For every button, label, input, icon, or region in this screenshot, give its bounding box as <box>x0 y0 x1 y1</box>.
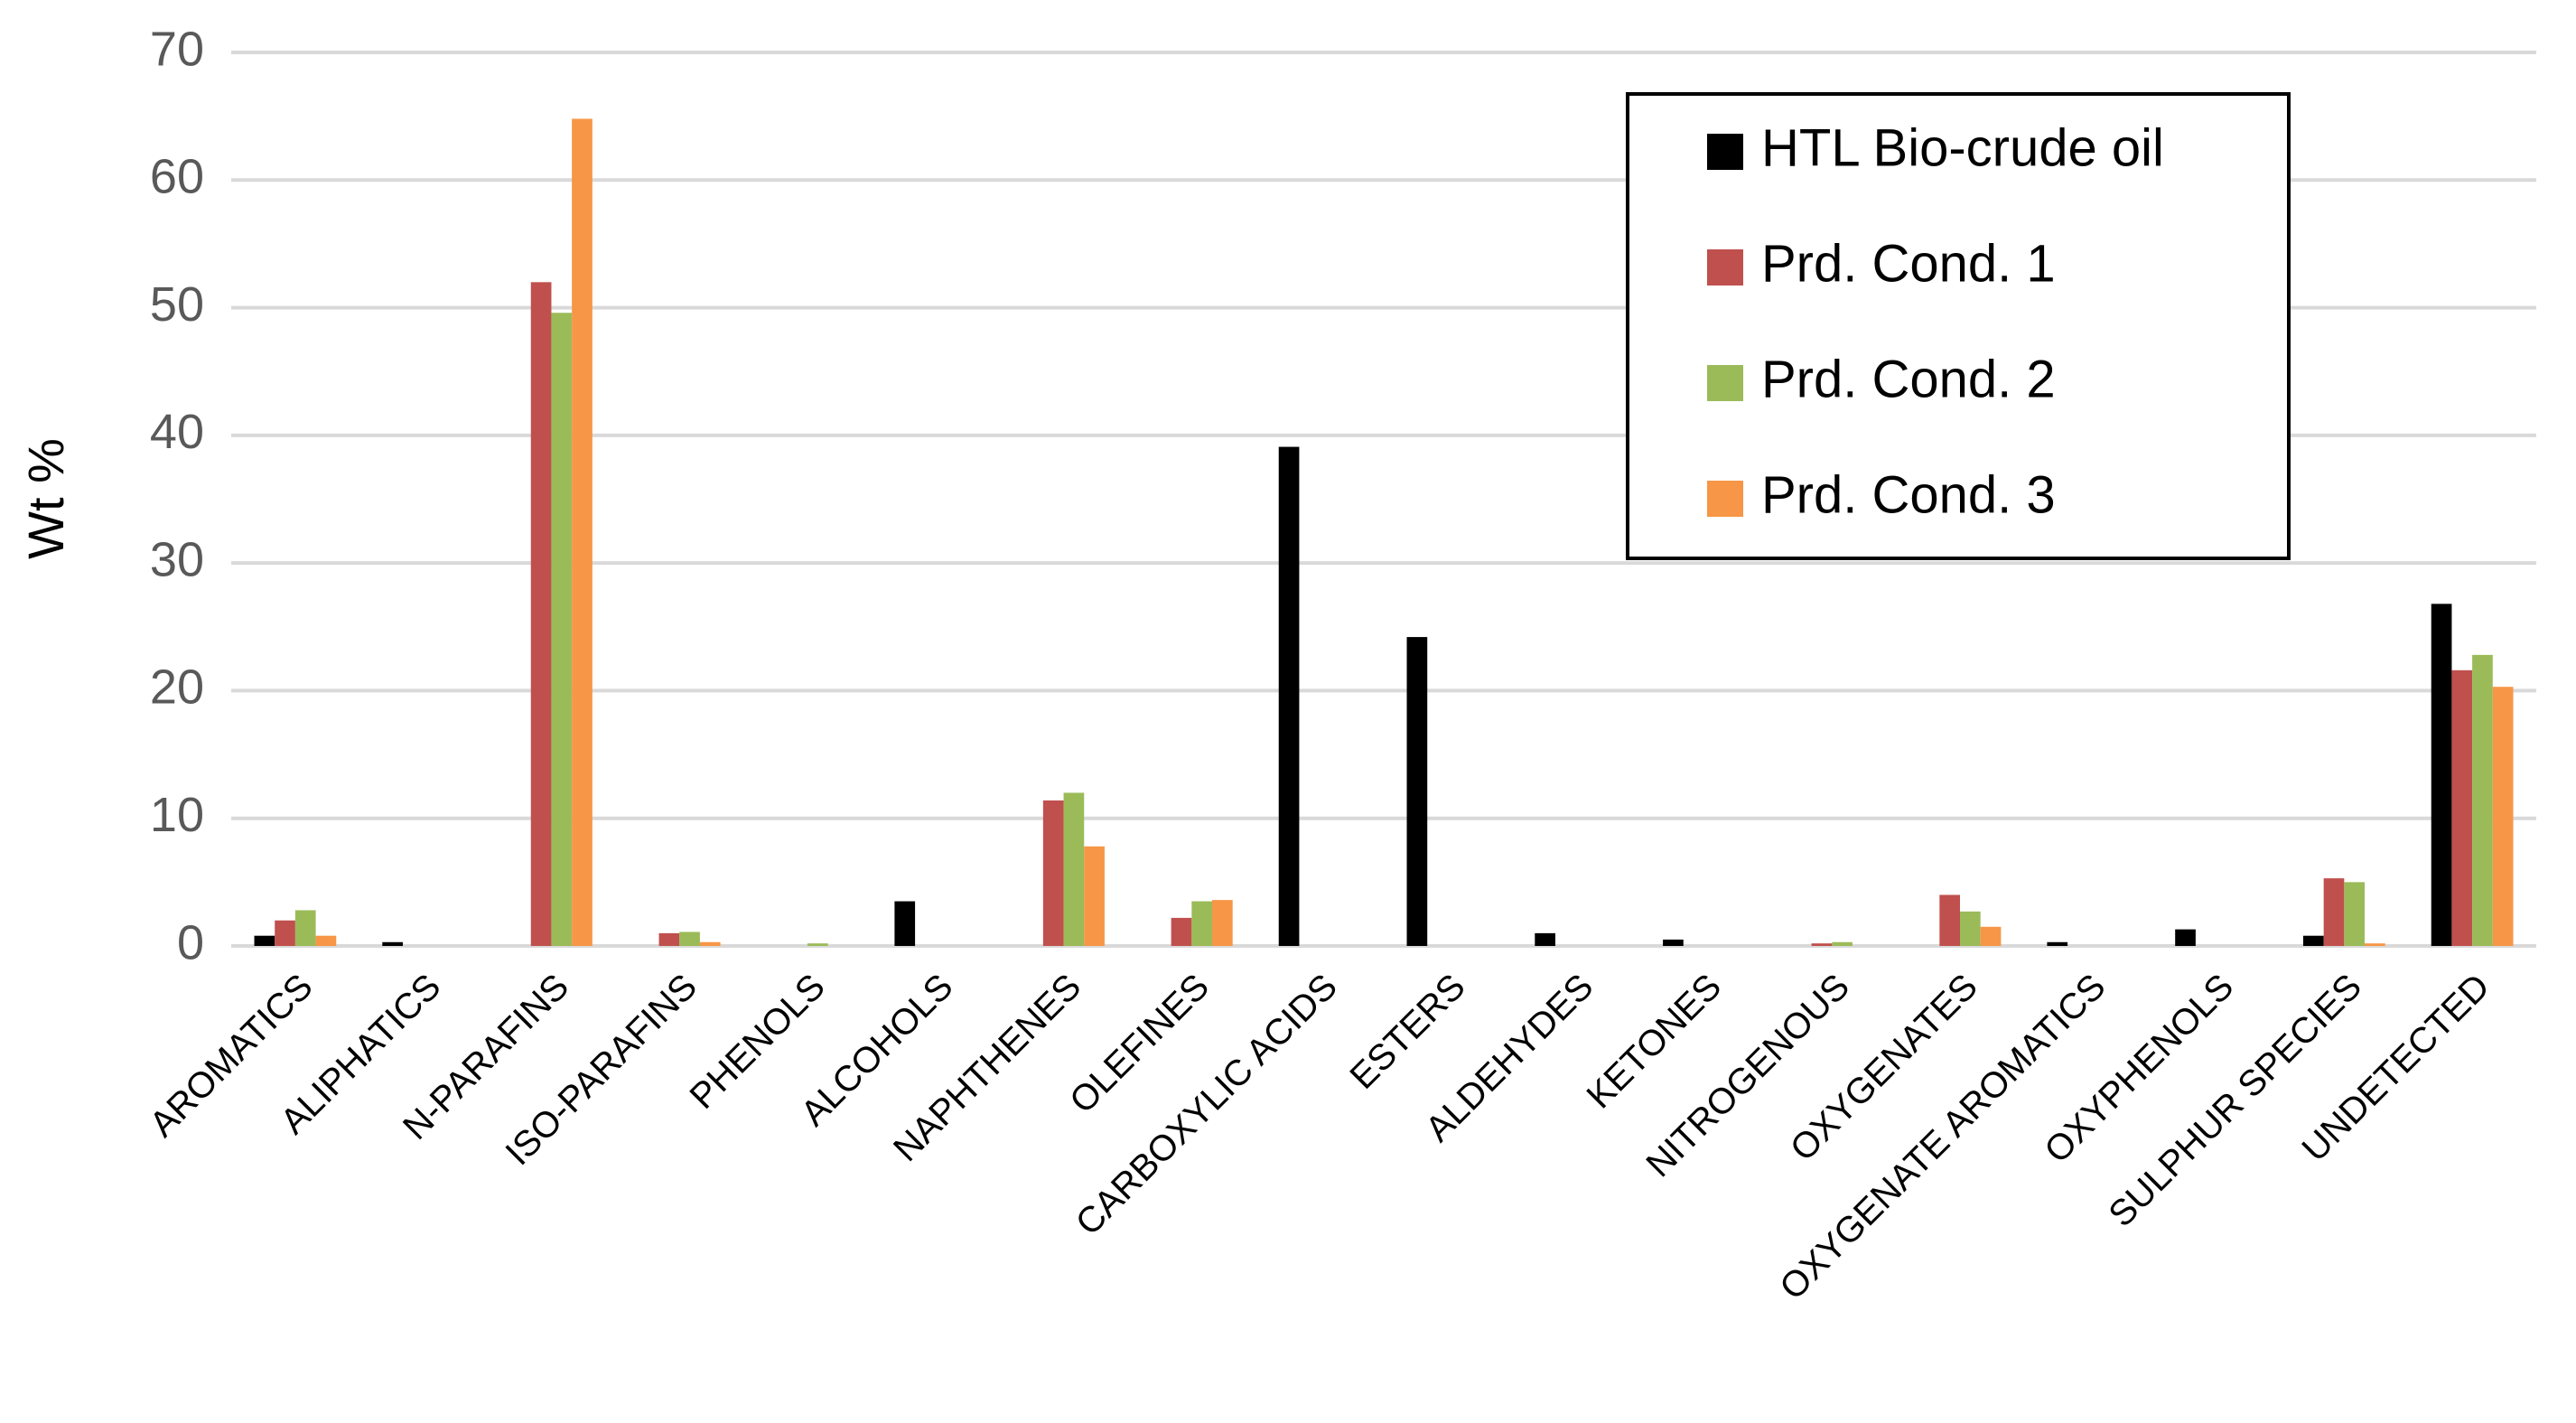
y-tick-label: 60 <box>150 150 204 204</box>
bar <box>807 943 828 946</box>
bar <box>572 118 593 946</box>
bar <box>2047 941 2068 946</box>
bar <box>1960 911 1981 946</box>
bar <box>382 941 403 946</box>
y-tick-label: 70 <box>150 22 204 76</box>
bar <box>2175 929 2196 946</box>
legend-label: Prd. Cond. 2 <box>1761 350 2056 408</box>
bar <box>2492 687 2514 946</box>
y-tick-label: 20 <box>150 660 204 715</box>
bar <box>658 932 680 946</box>
bar <box>2302 935 2324 946</box>
bar <box>1980 926 2002 946</box>
x-tick-label: CARBOXYLIC ACIDS <box>1069 967 1345 1243</box>
bar <box>1811 943 1833 946</box>
bar <box>1535 932 1555 946</box>
bar <box>1063 792 1085 946</box>
y-axis-label: Wt % <box>17 438 74 559</box>
bar <box>1832 941 1853 946</box>
bar <box>275 920 295 946</box>
bar <box>294 910 316 946</box>
bar <box>2431 604 2452 946</box>
bar <box>2451 669 2473 946</box>
bar <box>2323 878 2345 946</box>
bar <box>254 935 275 946</box>
legend-swatch <box>1707 481 1743 517</box>
bar <box>1939 894 1960 946</box>
bar <box>679 932 700 946</box>
bar <box>1278 446 1300 946</box>
bar <box>2365 943 2385 946</box>
bar <box>1042 800 1064 946</box>
bar <box>2344 882 2366 946</box>
legend-label: Prd. Cond. 3 <box>1761 465 2056 524</box>
bar <box>530 282 552 946</box>
bar <box>699 941 721 946</box>
bar <box>1212 900 1233 946</box>
legend-swatch <box>1707 365 1743 401</box>
bar <box>2472 654 2493 946</box>
legend-swatch <box>1707 134 1743 170</box>
y-tick-label: 0 <box>177 915 204 969</box>
bar <box>1191 901 1213 946</box>
x-tick-label: SULPHUR SPECIES <box>2101 967 2369 1235</box>
y-tick-label: 50 <box>150 277 204 332</box>
y-tick-label: 40 <box>150 405 204 459</box>
legend-swatch <box>1707 249 1743 286</box>
legend-label: Prd. Cond. 1 <box>1761 234 2056 293</box>
y-tick-label: 30 <box>150 532 204 586</box>
bar <box>551 313 573 946</box>
y-tick-label: 10 <box>150 788 204 842</box>
bar <box>1084 846 1105 946</box>
bar <box>894 901 916 946</box>
bar <box>315 935 337 946</box>
bar <box>1171 917 1192 946</box>
x-tick-label: ESTERS <box>1342 967 1472 1097</box>
legend-label: HTL Bio-crude oil <box>1761 118 2164 177</box>
bar <box>1663 939 1684 946</box>
bar <box>1406 637 1428 946</box>
